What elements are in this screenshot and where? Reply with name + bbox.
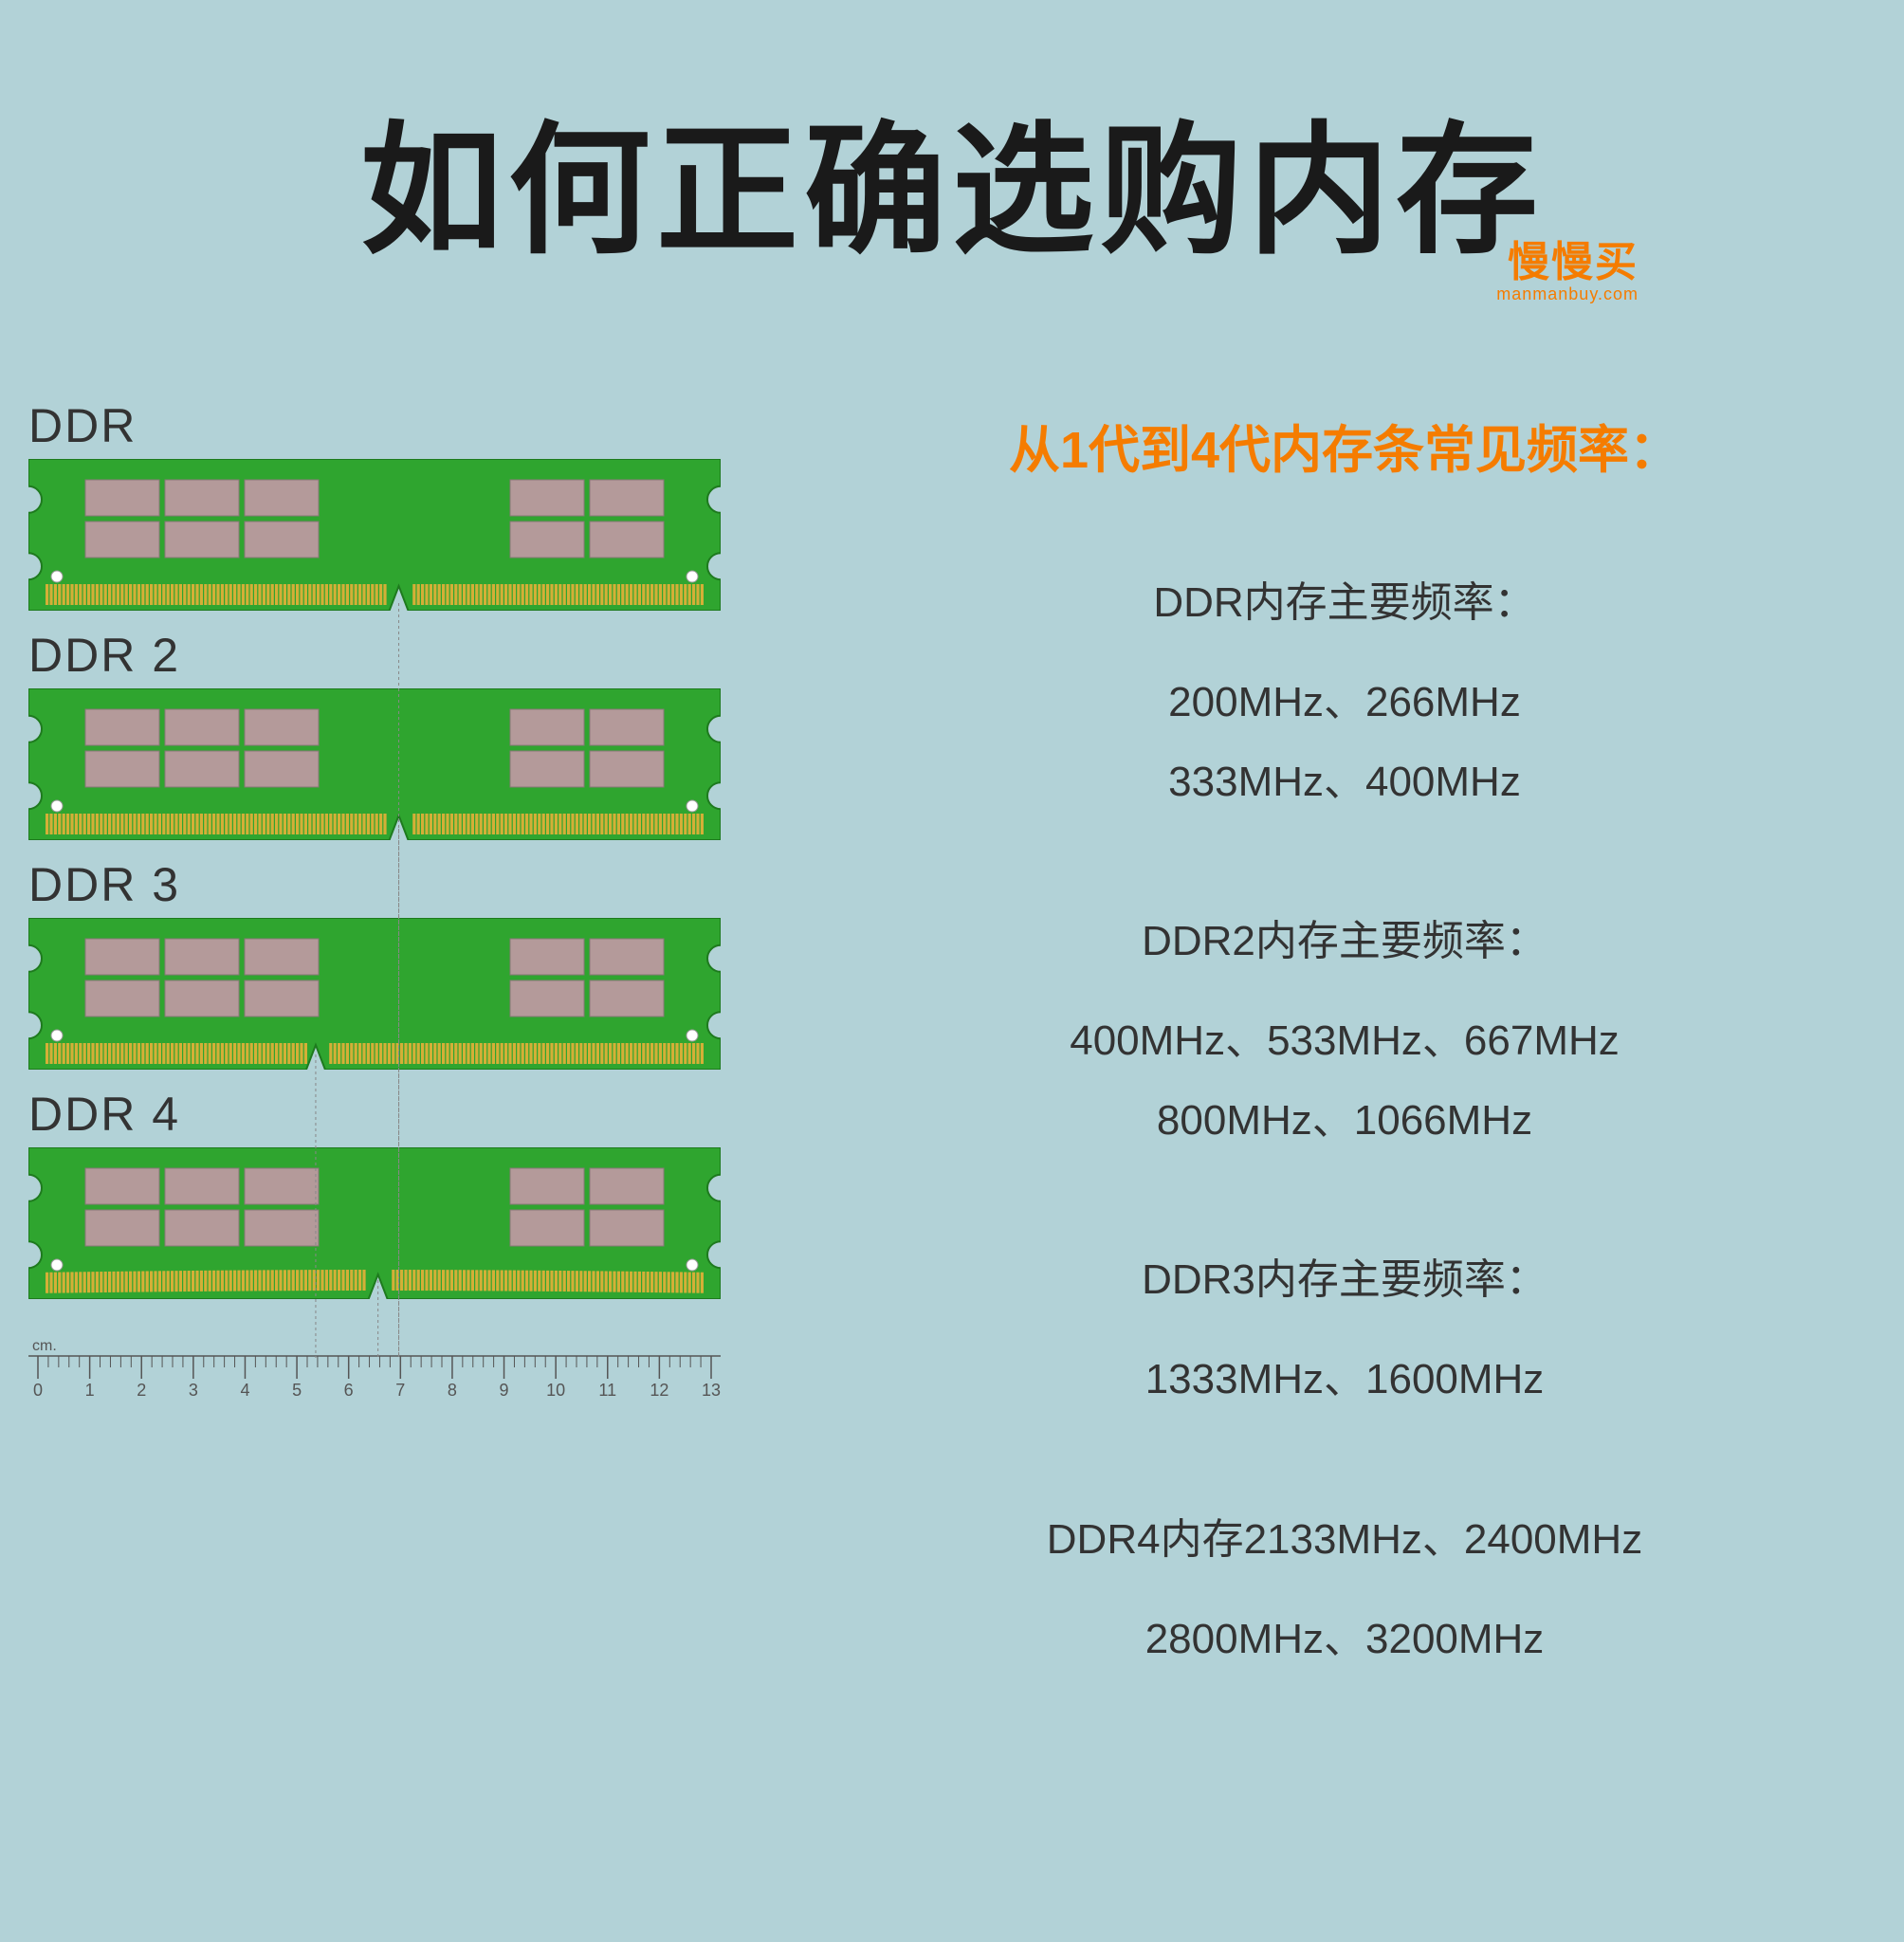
ram-stick-svg: [28, 459, 721, 611]
frequency-line: 2800MHz、3200MHz: [842, 1600, 1847, 1679]
svg-text:5: 5: [292, 1381, 302, 1400]
ram-diagram-column: DDR DDR 2 DDR 3 DDR 4 cm.012345678910111…: [28, 398, 749, 1408]
svg-text:2: 2: [137, 1381, 146, 1400]
frequency-group: DDR3内存主要频率： 1333MHz、1600MHz: [842, 1245, 1847, 1420]
ddr-label: DDR 4: [28, 1087, 749, 1142]
ddr-label: DDR 2: [28, 628, 749, 683]
frequency-column: 从1代到4代内存条常见频率： DDR内存主要频率： 200MHz、266MHz33…: [842, 408, 1847, 1765]
ram-stick-svg: [28, 1147, 721, 1299]
ram-stick-svg: [28, 688, 721, 840]
svg-text:1: 1: [85, 1381, 95, 1400]
frequency-line: 333MHz、400MHz: [842, 742, 1847, 822]
frequency-group: DDR内存主要频率： 200MHz、266MHz333MHz、400MHz: [842, 568, 1847, 821]
ddr-block: DDR 4: [28, 1087, 749, 1299]
svg-text:13: 13: [702, 1381, 721, 1400]
ddr-block: DDR 2: [28, 628, 749, 840]
ram-stick-svg: [28, 918, 721, 1070]
frequency-heading: 从1代到4代内存条常见频率：: [842, 408, 1847, 483]
frequency-group-title: DDR内存主要频率：: [842, 568, 1847, 629]
frequency-group: DDR4内存2133MHz、2400MHz 2800MHz、3200MHz: [842, 1505, 1847, 1679]
svg-text:12: 12: [650, 1381, 668, 1400]
frequency-line: 200MHz、266MHz: [842, 663, 1847, 742]
svg-text:6: 6: [344, 1381, 354, 1400]
svg-text:11: 11: [598, 1381, 616, 1400]
svg-text:7: 7: [395, 1381, 405, 1400]
frequency-group-title: DDR3内存主要频率：: [842, 1245, 1847, 1306]
frequency-line: 1333MHz、1600MHz: [842, 1340, 1847, 1420]
svg-text:10: 10: [546, 1381, 565, 1400]
ruler: cm.012345678910111213: [28, 1337, 749, 1408]
ddr-label: DDR 3: [28, 857, 749, 912]
frequency-line: 800MHz、1066MHz: [842, 1081, 1847, 1161]
ddr-label: DDR: [28, 398, 749, 453]
svg-text:8: 8: [448, 1381, 457, 1400]
svg-text:cm.: cm.: [32, 1338, 57, 1354]
ddr-block: DDR 3: [28, 857, 749, 1070]
svg-text:0: 0: [33, 1381, 43, 1400]
brand-url: manmanbuy.com: [1496, 284, 1639, 304]
svg-text:3: 3: [189, 1381, 198, 1400]
frequency-group-title: DDR4内存2133MHz、2400MHz: [842, 1505, 1847, 1566]
brand-watermark: 慢慢买 manmanbuy.com: [1496, 228, 1639, 304]
svg-text:4: 4: [240, 1381, 249, 1400]
frequency-line: 400MHz、533MHz、667MHz: [842, 1001, 1847, 1081]
frequency-group-title: DDR2内存主要频率：: [842, 907, 1847, 967]
ddr-block: DDR: [28, 398, 749, 611]
frequency-group: DDR2内存主要频率： 400MHz、533MHz、667MHz800MHz、10…: [842, 907, 1847, 1160]
brand-name: 慢慢买: [1496, 228, 1639, 288]
svg-text:9: 9: [500, 1381, 509, 1400]
